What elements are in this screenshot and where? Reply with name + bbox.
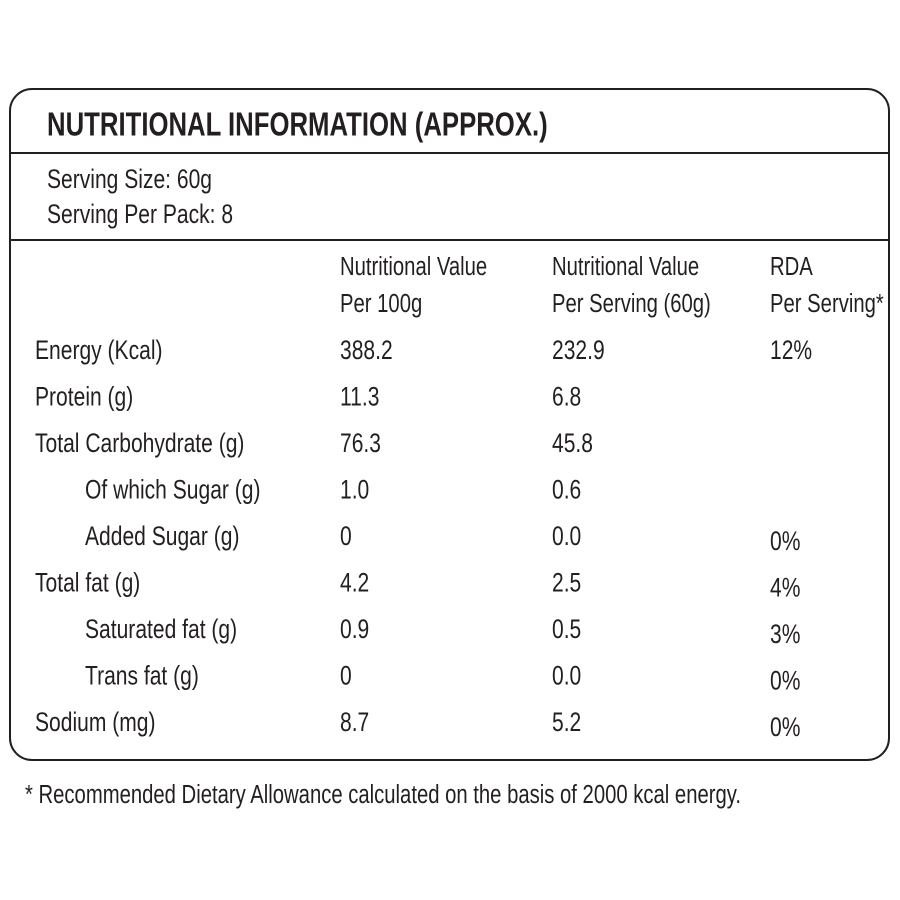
cell-value: 45.8 xyxy=(552,429,593,459)
column-header: Nutritional Value xyxy=(552,251,699,280)
cell-value: 0% xyxy=(770,527,800,557)
title: NUTRITIONAL INFORMATION (APPROX.) xyxy=(47,107,548,144)
cell-value: 3% xyxy=(770,620,800,650)
cell-value: 12% xyxy=(770,336,812,366)
column-header: Per Serving (60g) xyxy=(552,288,711,317)
cell-value: 0.9 xyxy=(340,615,369,645)
column-header: Per 100g xyxy=(340,288,422,317)
cell-value: 0.0 xyxy=(552,522,581,552)
cell-value: 4.2 xyxy=(340,568,369,598)
cell-value: 6.8 xyxy=(552,382,581,412)
label-frame xyxy=(9,88,890,761)
row-label: Saturated fat (g) xyxy=(85,615,237,645)
cell-value: 5.2 xyxy=(552,708,581,738)
cell-value: 8.7 xyxy=(340,708,369,738)
cell-value: 76.3 xyxy=(340,429,381,459)
row-label: Added Sugar (g) xyxy=(85,522,239,552)
column-header: RDA xyxy=(770,251,813,280)
cell-value: 0% xyxy=(770,713,800,743)
cell-value: 1.0 xyxy=(340,475,369,505)
row-label: Total Carbohydrate (g) xyxy=(35,429,244,459)
cell-value: 0.5 xyxy=(552,615,581,645)
row-label: Total fat (g) xyxy=(35,568,140,598)
cell-value: 0 xyxy=(340,661,352,691)
row-label: Trans fat (g) xyxy=(85,661,199,691)
cell-value: 11.3 xyxy=(340,382,379,412)
cell-value: 4% xyxy=(770,573,800,603)
cell-value: 0% xyxy=(770,666,800,696)
cell-value: 0.6 xyxy=(552,475,581,505)
cell-value: 2.5 xyxy=(552,568,581,598)
cell-value: 0 xyxy=(340,522,352,552)
column-header: Per Serving* xyxy=(770,288,884,317)
row-label: Energy (Kcal) xyxy=(35,336,163,366)
row-label: Sodium (mg) xyxy=(35,708,155,738)
cell-value: 0.0 xyxy=(552,661,581,691)
row-label: Of which Sugar (g) xyxy=(85,475,261,505)
footnote: * Recommended Dietary Allowance calculat… xyxy=(25,779,741,808)
row-label: Protein (g) xyxy=(35,382,133,412)
serving-info: Serving Size: 60g xyxy=(47,165,212,195)
cell-value: 232.9 xyxy=(552,336,605,366)
column-header: Nutritional Value xyxy=(340,251,487,280)
cell-value: 388.2 xyxy=(340,336,393,366)
serving-info: Serving Per Pack: 8 xyxy=(47,200,233,230)
